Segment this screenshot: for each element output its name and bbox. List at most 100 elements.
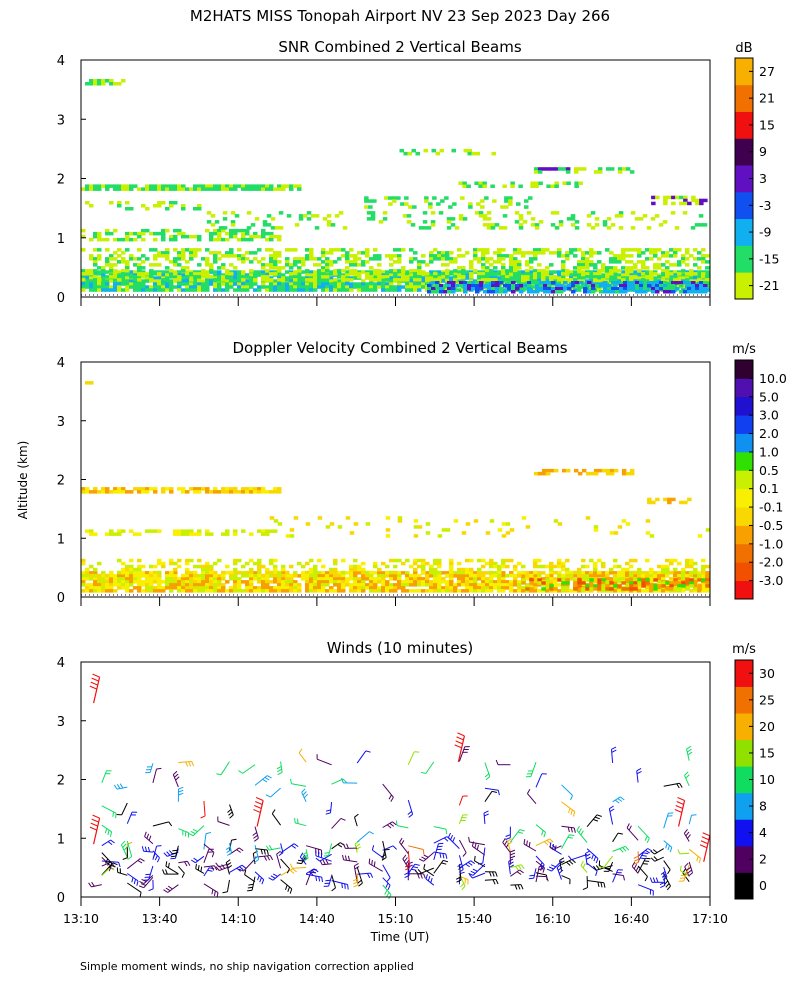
heat-cell bbox=[281, 273, 286, 277]
heat-cell bbox=[321, 564, 326, 569]
heat-cell bbox=[205, 260, 210, 264]
heat-cell bbox=[511, 287, 516, 291]
wind-barb-flag bbox=[265, 845, 270, 851]
heat-cell bbox=[385, 580, 390, 584]
heat-cell bbox=[117, 184, 122, 188]
heat-cell bbox=[609, 468, 615, 473]
heat-cell bbox=[97, 285, 102, 289]
heat-cell bbox=[537, 564, 542, 569]
heat-cell bbox=[97, 237, 102, 242]
heat-cell bbox=[301, 285, 306, 289]
heat-cell bbox=[353, 564, 358, 569]
heat-cell bbox=[637, 273, 642, 277]
heat-cell bbox=[561, 263, 566, 267]
heat-cell bbox=[257, 571, 262, 575]
heat-cell bbox=[593, 577, 598, 581]
heat-cell bbox=[511, 284, 516, 288]
heat-cell bbox=[261, 263, 266, 267]
heat-cell bbox=[309, 285, 314, 289]
heat-cell bbox=[169, 234, 174, 239]
wind-barb-flag bbox=[253, 835, 258, 839]
heat-cell bbox=[473, 573, 478, 578]
heat-cell bbox=[285, 184, 290, 188]
heat-cell bbox=[667, 195, 672, 200]
wind-barb-flag bbox=[347, 884, 349, 890]
heat-cell bbox=[205, 270, 210, 274]
heat-cell bbox=[441, 589, 446, 593]
heat-cell bbox=[217, 558, 222, 563]
heat-cell bbox=[637, 570, 642, 575]
heat-cell bbox=[641, 571, 646, 575]
heat-cell bbox=[249, 490, 254, 494]
heat-cell bbox=[185, 583, 190, 587]
heat-cell bbox=[433, 254, 438, 258]
heat-cell bbox=[501, 254, 506, 258]
heat-cell bbox=[293, 516, 299, 520]
heat-cell bbox=[541, 587, 546, 591]
heat-cell bbox=[633, 275, 638, 279]
heat-cell bbox=[649, 275, 654, 279]
heat-cell bbox=[373, 285, 378, 289]
heat-cell bbox=[513, 573, 518, 578]
wind-barb-flag bbox=[609, 808, 615, 813]
heat-cell bbox=[97, 586, 102, 590]
heat-cell bbox=[153, 187, 158, 191]
heat-cell bbox=[430, 223, 436, 227]
heat-cell bbox=[233, 270, 238, 274]
heat-cell bbox=[329, 577, 334, 581]
heat-cell bbox=[485, 272, 490, 276]
heat-cell bbox=[663, 281, 668, 285]
heat-cell bbox=[313, 288, 318, 292]
heat-cell bbox=[105, 288, 110, 292]
wind-barb-flag bbox=[414, 863, 420, 866]
heat-cell bbox=[377, 263, 382, 267]
heat-cell bbox=[500, 205, 505, 209]
heat-cell bbox=[469, 577, 474, 581]
heat-cell bbox=[329, 522, 335, 526]
heat-cell bbox=[205, 285, 210, 289]
heat-cell bbox=[521, 275, 526, 279]
heat-cell bbox=[285, 248, 290, 252]
heat-cell bbox=[621, 519, 627, 523]
heat-cell bbox=[141, 288, 146, 292]
heat-cell bbox=[497, 567, 502, 572]
wind-barb-flag bbox=[88, 882, 92, 888]
heat-cell bbox=[437, 580, 442, 584]
heat-cell bbox=[385, 534, 391, 538]
heat-cell bbox=[504, 196, 509, 200]
wind-barb-flag bbox=[263, 855, 268, 861]
heat-cell bbox=[365, 586, 370, 590]
heat-cell bbox=[661, 276, 666, 280]
wind-barb-flag bbox=[477, 862, 483, 865]
heat-cell bbox=[413, 285, 418, 289]
heat-cell bbox=[619, 284, 624, 288]
heat-cell bbox=[381, 583, 386, 587]
heat-cell bbox=[85, 583, 90, 587]
wind-barb-flag bbox=[347, 855, 350, 861]
heat-cell bbox=[201, 187, 206, 191]
heat-cell bbox=[193, 251, 198, 255]
wind-barb bbox=[229, 842, 232, 853]
heat-cell bbox=[369, 583, 374, 587]
heat-cell bbox=[589, 263, 594, 267]
wind-barb-flag bbox=[286, 868, 290, 874]
wind-barb-flag bbox=[371, 845, 375, 851]
heat-cell bbox=[325, 525, 331, 529]
heat-cell bbox=[485, 577, 490, 581]
heat-cell bbox=[189, 270, 194, 274]
heat-cell bbox=[437, 561, 442, 566]
wind-barb-flag bbox=[622, 875, 625, 881]
heat-cell bbox=[597, 272, 602, 276]
heat-cell bbox=[653, 589, 658, 593]
heat-cell bbox=[321, 574, 326, 578]
heat-cell bbox=[469, 571, 474, 575]
heat-cell bbox=[213, 254, 218, 258]
heat-cell bbox=[197, 490, 202, 494]
heat-cell bbox=[266, 223, 272, 227]
heat-cell bbox=[445, 586, 450, 590]
heat-cell bbox=[543, 281, 548, 285]
heat-cell bbox=[649, 534, 655, 538]
heat-cell bbox=[627, 284, 632, 288]
wind-barb bbox=[331, 842, 341, 850]
heat-cell bbox=[165, 282, 170, 286]
